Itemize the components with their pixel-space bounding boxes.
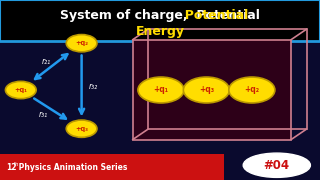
Text: +q₁: +q₁ <box>153 86 169 94</box>
Text: r₃₁: r₃₁ <box>39 110 48 119</box>
Text: +q₃: +q₃ <box>199 86 214 94</box>
Circle shape <box>66 120 97 137</box>
Circle shape <box>5 81 36 99</box>
Text: #04: #04 <box>264 159 290 172</box>
Bar <box>0 154 224 180</box>
Text: System of charge,  Potential: System of charge, Potential <box>60 9 260 22</box>
Bar <box>0 0 320 40</box>
Text: +q₂: +q₂ <box>244 86 260 94</box>
Text: Energy: Energy <box>135 25 185 38</box>
Text: Potential: Potential <box>71 9 249 22</box>
Text: +q₃: +q₃ <box>75 126 88 132</box>
Text: Physics Animation Series: Physics Animation Series <box>16 163 127 172</box>
Text: +q₁: +q₁ <box>14 87 27 93</box>
Circle shape <box>66 35 97 52</box>
Bar <box>133 40 291 140</box>
Circle shape <box>183 77 229 103</box>
Bar <box>148 29 307 129</box>
Text: th: th <box>13 162 19 167</box>
Circle shape <box>229 77 275 103</box>
Text: r₂₁: r₂₁ <box>42 57 51 66</box>
Text: 12: 12 <box>6 163 16 172</box>
Text: +q₂: +q₂ <box>75 40 88 46</box>
Text: r₃₂: r₃₂ <box>88 82 97 91</box>
Circle shape <box>138 77 184 103</box>
Ellipse shape <box>243 153 310 177</box>
